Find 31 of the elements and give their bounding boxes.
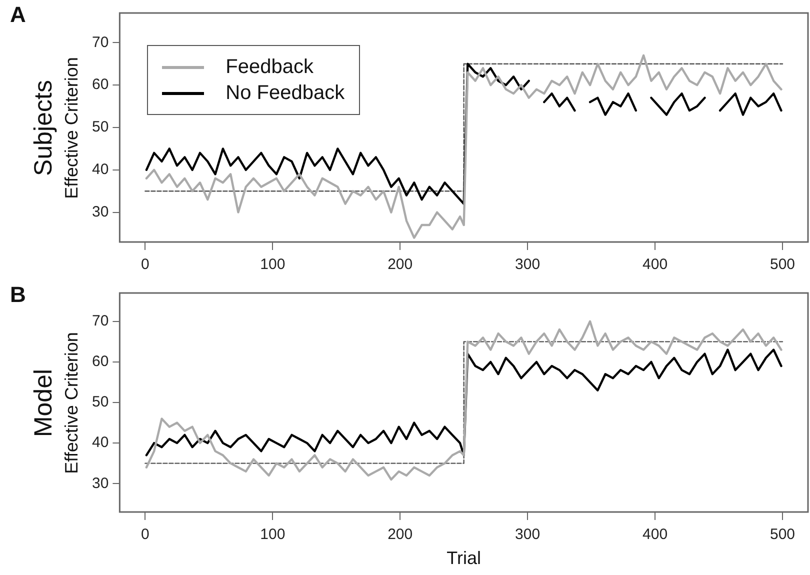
x-tick-label: 500: [770, 256, 796, 274]
x-tick-label: 100: [260, 526, 286, 544]
y-tick-label: 60: [92, 353, 109, 370]
x-tick-label: 300: [515, 526, 540, 544]
chart-title: A: [10, 2, 26, 28]
text: Model: [30, 368, 58, 437]
y-tick-label: 40: [92, 434, 109, 452]
y-axis-title: Effective Criterion: [62, 56, 82, 198]
y-tick-label: 30: [92, 474, 109, 492]
legend-label: Feedback: [226, 55, 314, 80]
chart-title: B: [10, 282, 26, 308]
text: Subjects: [30, 80, 58, 176]
y-tick-label: 60: [92, 76, 109, 94]
x-tick-label: 500: [770, 526, 796, 544]
x-tick-label: 0: [141, 256, 150, 274]
y-tick-label: 50: [92, 394, 109, 411]
y-tick-label: 70: [92, 312, 109, 330]
x-axis-title: Trial: [446, 548, 482, 569]
x-tick-label: 100: [260, 256, 286, 274]
y-axis-title: Effective Criterion: [62, 332, 82, 474]
x-tick-label: 400: [642, 256, 668, 274]
x-tick-label: 0: [141, 526, 150, 544]
y-tick-label: 40: [92, 161, 109, 178]
x-tick-label: 200: [388, 256, 413, 274]
x-tick-label: 400: [642, 526, 668, 544]
y-tick-label: 50: [92, 118, 109, 136]
y-tick-label: 70: [92, 34, 109, 51]
x-tick-label: 300: [515, 256, 540, 274]
y-tick-label: 30: [92, 203, 109, 220]
legend-label: No Feedback: [226, 81, 345, 106]
x-tick-label: 200: [388, 526, 413, 544]
